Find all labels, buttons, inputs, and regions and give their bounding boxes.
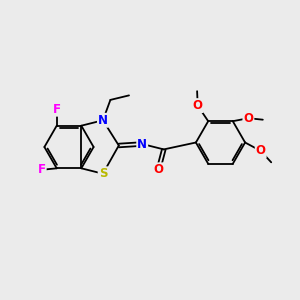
Text: O: O: [153, 163, 164, 176]
Text: S: S: [99, 167, 107, 180]
Text: O: O: [243, 112, 254, 125]
Text: N: N: [137, 137, 147, 151]
Text: F: F: [38, 163, 46, 176]
Text: O: O: [256, 144, 266, 158]
Text: F: F: [53, 103, 61, 116]
Text: N: N: [98, 114, 108, 127]
Text: O: O: [193, 99, 203, 112]
